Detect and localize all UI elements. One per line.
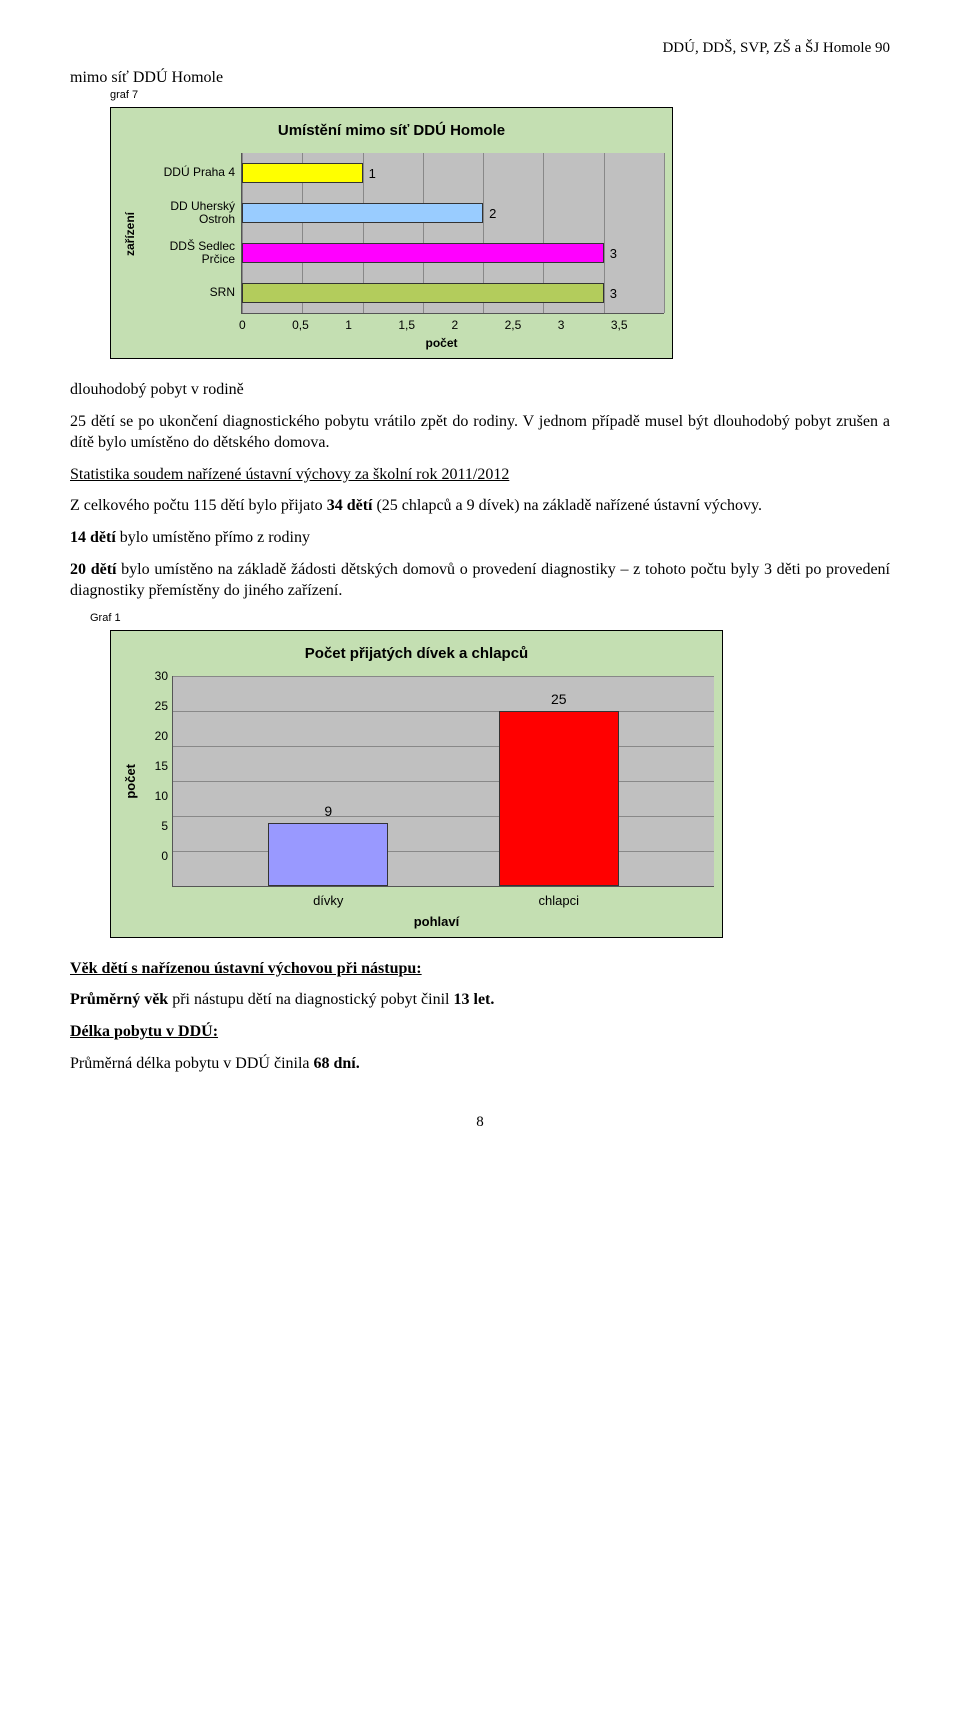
chart1-bar-row: 3 [242,273,664,313]
chart1-x-ticks: 00,511,522,533,5 [239,318,664,332]
paragraph-prumerna-delka: Průměrná délka pobytu v DDÚ činila 68 dn… [70,1053,890,1075]
chart2-bar-value-label: 25 [499,691,619,707]
text-bold: 68 dní. [314,1055,360,1072]
graf-1-label: Graf 1 [90,612,890,624]
text-underline: Statistika soudem nařízené ústavní výcho… [70,466,509,483]
chart1-bar-value-label: 2 [489,206,496,221]
chart1-bar-value-label: 3 [610,286,617,301]
text-bold: 13 let. [454,991,495,1008]
chart1-bar [242,243,604,263]
chart1-x-tick: 0 [239,318,292,332]
chart2-gridline [173,746,714,747]
chart2-y-axis-label: počet [119,764,142,799]
paragraph-prumerny-vek: Průměrný věk při nástupu dětí na diagnos… [70,989,890,1011]
paragraph-vek-title: Věk dětí s nařízenou ústavní výchovou př… [70,958,890,980]
chart2-y-tick: 0 [142,849,172,879]
chart1-title: Umístění mimo síť DDÚ Homole [119,122,664,139]
chart-umisteni: Umístění mimo síť DDÚ Homole zařízení DD… [110,107,673,359]
chart2-y-tick: 10 [142,789,172,819]
text-span: bylo umístěno na základě žádosti dětskýc… [70,561,890,600]
chart2-x-tick: chlapci [499,893,619,908]
text-span: Z celkového počtu 115 dětí bylo přijato [70,497,327,514]
chart2-column: 25 [499,711,619,886]
text-bold: 34 dětí [327,497,373,514]
chart2-bar [268,823,388,886]
chart1-bar-row: 1 [242,153,664,193]
paragraph-20-deti: 20 dětí bylo umístěno na základě žádosti… [70,559,890,602]
text-span: Průměrná délka pobytu v DDÚ činila [70,1055,314,1072]
chart1-plot-area: 1 2 3 3 [241,153,664,314]
chart2-x-ticks: dívky chlapci [173,893,714,908]
chart1-bar-value-label: 1 [369,166,376,181]
text-span: bylo umístěno přímo z rodiny [116,529,310,546]
chart1-category-label: DD Uherský Ostroh [141,193,241,233]
page-header: DDÚ, DDŠ, SVP, ZŠ a ŠJ Homole 90 [70,40,890,57]
section-title: mimo síť DDÚ Homole [70,69,890,87]
chart1-category-label: SRN [141,273,241,313]
chart2-y-tick: 25 [142,699,172,729]
text-bold: 20 dětí [70,561,116,578]
paragraph-delka-title: Délka pobytu v DDÚ: [70,1021,890,1043]
chart2-gridline [173,676,714,677]
chart2-column: 9 [268,823,388,886]
chart1-x-tick: 3 [558,318,611,332]
text-bold-underline: Věk dětí s nařízenou ústavní výchovou př… [70,960,422,977]
chart1-bar-row: 3 [242,233,664,273]
chart1-x-tick: 3,5 [611,318,664,332]
chart1-x-tick: 1,5 [398,318,451,332]
chart1-x-tick: 1 [345,318,398,332]
paragraph-statistika-title: Statistika soudem nařízené ústavní výcho… [70,464,890,486]
text-span: při nástupu dětí na diagnostický pobyt č… [168,991,453,1008]
chart-pocet-prijatych: Počet přijatých dívek a chlapců počet 05… [110,630,723,938]
chart2-y-ticks: 051015202530 [142,676,172,886]
chart2-y-tick: 5 [142,819,172,849]
chart2-y-tick: 20 [142,729,172,759]
text-bold: Průměrný věk [70,991,168,1008]
chart1-categories: DDÚ Praha 4DD Uherský OstrohDDŠ Sedlec P… [141,153,241,314]
chart1-bar [242,163,363,183]
text-span: 25 dětí se po ukončení diagnostického po… [70,413,518,430]
paragraph-25-deti: 25 dětí se po ukončení diagnostického po… [70,411,890,454]
chart2-gridline [173,781,714,782]
chart1-x-tick: 0,5 [292,318,345,332]
chart1-category-label: DDŠ Sedlec Prčice [141,233,241,273]
text-span: (25 chlapců a 9 dívek) na základě naříze… [372,497,761,514]
graf-7-label: graf 7 [110,89,890,101]
chart2-gridline [173,816,714,817]
chart1-bar-row: 2 [242,193,664,233]
chart2-bar-value-label: 9 [268,803,388,819]
text-bold-underline: Délka pobytu v DDÚ: [70,1023,218,1040]
chart2-title: Počet přijatých dívek a chlapců [119,645,714,662]
chart2-x-axis-label: pohlaví [159,914,714,929]
chart1-gridline [664,153,665,313]
chart2-y-tick: 30 [142,669,172,699]
chart2-bar [499,711,619,886]
chart2-gridline [173,711,714,712]
chart1-x-axis-label: počet [219,336,664,350]
chart1-x-tick: 2,5 [505,318,558,332]
chart2-x-tick: dívky [268,893,388,908]
chart1-x-tick: 2 [452,318,505,332]
paragraph-dlouhodoby: dlouhodobý pobyt v rodině [70,379,890,401]
chart1-category-label: DDÚ Praha 4 [141,153,241,193]
page-number: 8 [70,1114,890,1131]
chart1-y-axis-label: zařízení [119,153,141,314]
chart2-gridline [173,851,714,852]
chart1-bar [242,203,483,223]
text-bold: 14 dětí [70,529,116,546]
chart1-bar [242,283,604,303]
paragraph-14-deti: 14 dětí bylo umístěno přímo z rodiny [70,527,890,549]
chart1-bar-value-label: 3 [610,246,617,261]
chart2-y-tick: 15 [142,759,172,789]
chart2-plot-area: 9 25 [172,676,714,887]
paragraph-celkovy-pocet: Z celkového počtu 115 dětí bylo přijato … [70,495,890,517]
